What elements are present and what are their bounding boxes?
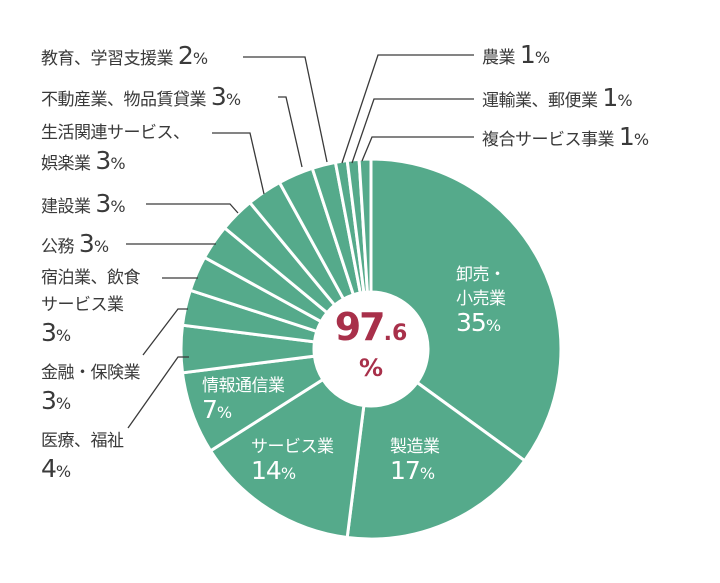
label-value: 35	[456, 308, 487, 337]
leader-lines	[126, 54, 474, 429]
donut-hole	[314, 292, 428, 406]
label-text: 運輸業、郵便業	[482, 91, 598, 111]
center-unit: %	[358, 354, 384, 382]
label-text: 小売業	[456, 289, 506, 309]
label-text: 不動産業、物品賃貸業	[41, 90, 207, 110]
label-unit: %	[110, 197, 126, 216]
outer-label-finance: 金融・保険業 3%	[41, 360, 141, 418]
label-text: 製造業	[390, 437, 440, 457]
center-value-int: 97	[334, 305, 386, 349]
label-text: 公務	[41, 237, 75, 257]
label-text: 農業	[482, 48, 516, 68]
label-text: 宿泊業、飲食	[41, 268, 141, 288]
label-unit: %	[225, 90, 241, 109]
outer-label-compound: 複合サービス事業 1%	[482, 123, 649, 154]
label-text: 建設業	[41, 197, 91, 217]
inner-label-services: サービス業 14%	[251, 435, 334, 486]
label-text: 金融・保険業	[41, 363, 141, 383]
outer-label-agriculture: 農業 1%	[482, 41, 550, 72]
label-text: サービス業	[41, 295, 124, 315]
label-unit: %	[485, 316, 501, 335]
label-unit: %	[617, 91, 633, 110]
leader-finance	[142, 308, 188, 356]
donut-slices	[179, 157, 563, 541]
outer-label-lodging: 宿泊業、飲食 サービス業 3%	[41, 265, 141, 350]
inner-label-info: 情報通信業 7%	[202, 374, 285, 425]
label-value: 3	[41, 386, 57, 415]
label-value: 2	[177, 41, 194, 70]
label-unit: %	[192, 49, 208, 68]
leader-agriculture	[341, 54, 474, 164]
outer-label-transport: 運輸業、郵便業 1%	[482, 83, 633, 115]
label-text: サービス業	[251, 437, 334, 457]
leader-transport	[351, 98, 474, 164]
leader-education	[243, 56, 328, 163]
label-unit: %	[633, 130, 649, 149]
label-value: 1	[519, 40, 536, 69]
leader-medical	[127, 356, 189, 429]
outer-label-medical: 医療、福祉 4%	[41, 428, 124, 486]
label-unit: %	[93, 237, 109, 256]
label-unit: %	[110, 154, 126, 173]
label-text: 医療、福祉	[41, 431, 124, 451]
leader-lifestyle	[212, 132, 265, 195]
inner-label-manufacturing: 製造業 17%	[390, 435, 440, 486]
label-value: 14	[251, 456, 282, 485]
label-unit: %	[55, 462, 71, 481]
label-text: 生活関連サービス、	[41, 123, 190, 143]
label-unit: %	[419, 464, 435, 483]
outer-label-realestate: 不動産業、物品賃貸業 3%	[41, 83, 241, 114]
label-unit: %	[280, 464, 296, 483]
label-text: 複合サービス事業	[482, 130, 615, 150]
label-unit: %	[534, 48, 550, 67]
label-value: 17	[390, 456, 421, 485]
inner-label-wholesale: 卸売・ 小売業 35%	[456, 263, 506, 338]
label-value: 4	[41, 454, 57, 483]
center-total: 97.6	[313, 305, 429, 349]
label-text: 娯楽業	[41, 154, 91, 174]
label-unit: %	[55, 394, 71, 413]
label-text: 卸売・	[456, 265, 506, 285]
label-value: 3	[210, 82, 227, 111]
label-unit: %	[55, 326, 71, 345]
label-value: 1	[618, 122, 635, 151]
outer-label-public: 公務 3%	[41, 230, 109, 261]
label-value: 3	[95, 189, 111, 218]
label-value: 3	[95, 146, 111, 175]
label-value: 3	[78, 229, 95, 258]
outer-label-lifestyle: 生活関連サービス、 娯楽業 3%	[41, 120, 190, 178]
leader-realestate	[278, 96, 303, 168]
center-value-dec: .6	[383, 321, 408, 346]
outer-label-construction: 建設業 3%	[41, 189, 126, 221]
label-value: 1	[602, 83, 618, 112]
label-unit: %	[216, 403, 232, 422]
label-value: 3	[41, 318, 57, 347]
leader-compound	[361, 136, 474, 162]
outer-label-education: 教育、学習支援業 2%	[41, 42, 208, 73]
leader-construction	[146, 203, 239, 214]
label-value: 7	[202, 395, 218, 424]
label-text: 情報通信業	[202, 376, 285, 396]
label-text: 教育、学習支援業	[41, 49, 174, 69]
